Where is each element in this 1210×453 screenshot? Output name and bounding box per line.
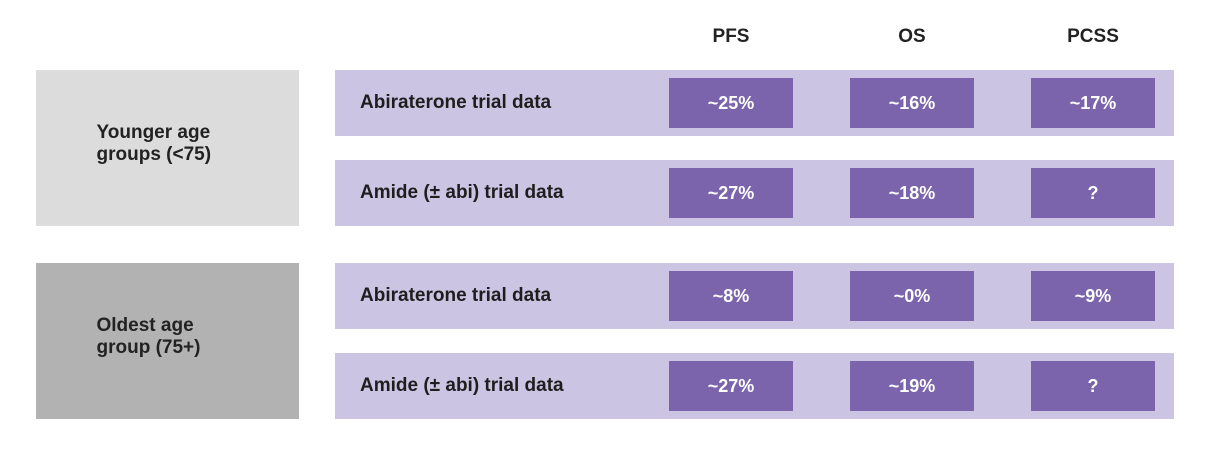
row-younger-abiraterone: Abiraterone trial data ~25% ~16% ~17% [335, 70, 1174, 136]
cell-os: ~19% [850, 361, 974, 411]
row-oldest-abiraterone: Abiraterone trial data ~8% ~0% ~9% [335, 263, 1174, 329]
row-younger-amide: Amide (± abi) trial data ~27% ~18% ? [335, 160, 1174, 226]
cell-pfs: ~8% [669, 271, 793, 321]
column-header-pcss: PCSS [1067, 26, 1119, 47]
row-label: Amide (± abi) trial data [360, 375, 564, 396]
row-label: Abiraterone trial data [360, 92, 552, 113]
cell-pfs: ~25% [669, 78, 793, 128]
cell-pcss: ? [1031, 168, 1155, 218]
group-younger-label: Younger age groups (<75) [96, 122, 212, 165]
cell-pcss: ~9% [1031, 271, 1155, 321]
column-header-os: OS [898, 26, 926, 47]
cell-os: ~0% [850, 271, 974, 321]
column-header-pfs: PFS [712, 26, 750, 47]
group-oldest-label: Oldest age group (75+) [96, 315, 201, 358]
cell-os: ~18% [850, 168, 974, 218]
cell-pfs: ~27% [669, 168, 793, 218]
row-label: Abiraterone trial data [360, 285, 552, 306]
cell-pfs: ~27% [669, 361, 793, 411]
group-oldest: Oldest age group (75+) [36, 263, 299, 419]
cell-pcss: ? [1031, 361, 1155, 411]
cell-os: ~16% [850, 78, 974, 128]
cell-pcss: ~17% [1031, 78, 1155, 128]
row-oldest-amide: Amide (± abi) trial data ~27% ~19% ? [335, 353, 1174, 419]
row-label: Amide (± abi) trial data [360, 182, 564, 203]
group-younger: Younger age groups (<75) [36, 70, 299, 226]
